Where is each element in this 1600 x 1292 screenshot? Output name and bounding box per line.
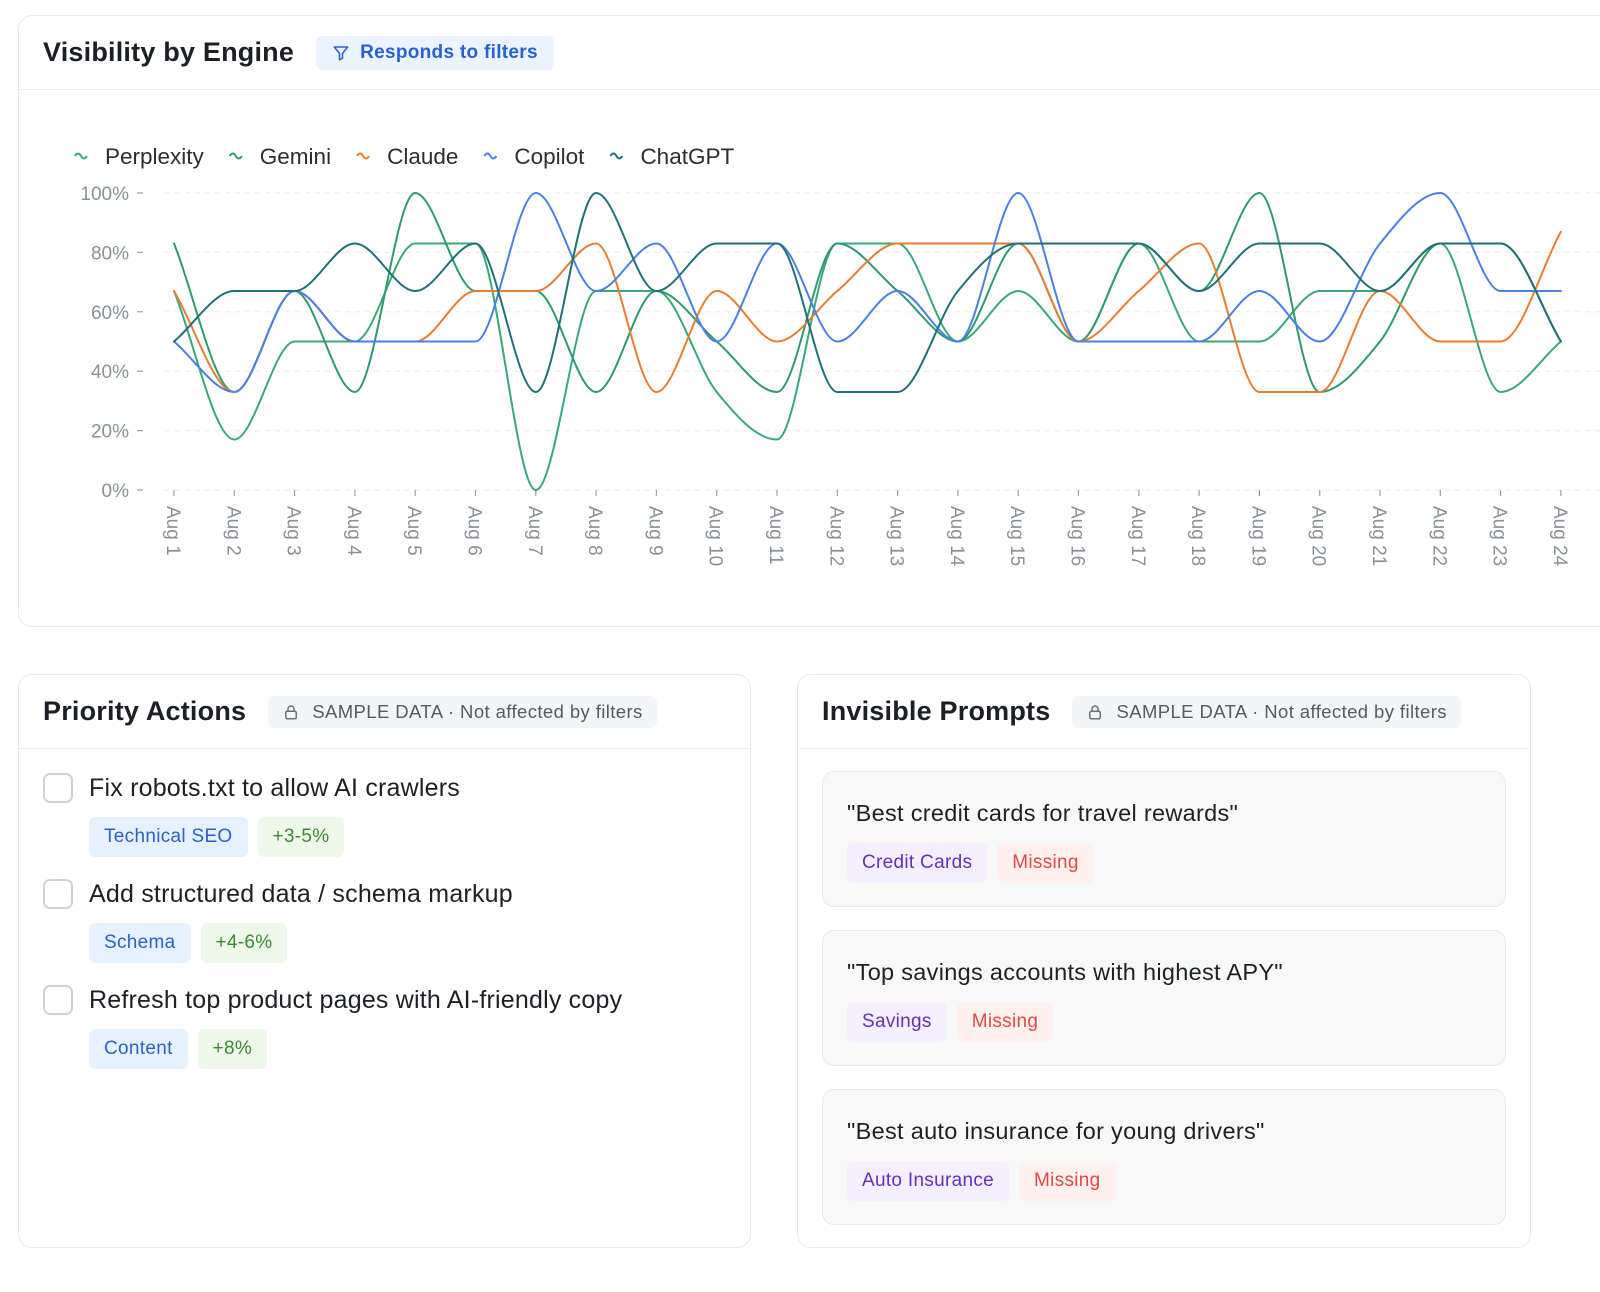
chart-card-header: Visibility by Engine Responds to filters: [19, 16, 1600, 90]
prompt-item[interactable]: "Best auto insurance for young drivers" …: [822, 1089, 1506, 1225]
series-line-gemini: [173, 191, 1562, 393]
prompt-text: "Best auto insurance for young drivers": [847, 1118, 1265, 1144]
x-tick-label: Aug 13: [886, 506, 907, 566]
legend-label: Gemini: [260, 144, 331, 169]
prompt-text: "Top savings accounts with highest APY": [847, 959, 1283, 985]
x-tick-label: Aug 18: [1187, 506, 1208, 566]
sample-badge-label: SAMPLE DATA · Not affected by filters: [1116, 700, 1447, 722]
x-tick-label: Aug 11: [765, 506, 786, 565]
series-line-chatgpt: [173, 191, 1562, 393]
x-tick-label: Aug 8: [584, 506, 605, 556]
legend-swatch-icon: [228, 152, 243, 160]
invisible-prompts-list: "Best credit cards for travel rewards" C…: [798, 749, 1530, 1225]
sample-badge-label: SAMPLE DATA · Not affected by filters: [312, 700, 643, 722]
sample-data-badge: SAMPLE DATA · Not affected by filters: [1072, 695, 1461, 728]
action-item: Add structured data / schema markup Sche…: [43, 879, 726, 963]
legend-label: Claude: [387, 144, 458, 169]
y-tick-label: 80%: [91, 243, 129, 264]
y-tick-label: 40%: [91, 362, 129, 383]
action-category-tag: Schema: [89, 923, 191, 963]
prompts-card-title: Invisible Prompts: [822, 696, 1051, 726]
lock-icon: [285, 704, 298, 719]
prompt-text: "Best credit cards for travel rewards": [847, 800, 1239, 826]
x-tick-label: Aug 22: [1428, 506, 1449, 566]
y-tick-label: 0%: [102, 481, 130, 502]
action-text: Fix robots.txt to allow AI crawlers: [89, 773, 461, 802]
visibility-chart-card: Visibility by Engine Responds to filters…: [18, 15, 1600, 627]
x-tick-label: Aug 5: [403, 506, 424, 556]
x-tick-label: Aug 2: [222, 506, 243, 556]
action-category-tag: Content: [89, 1029, 188, 1069]
legend-label: Perplexity: [105, 144, 205, 169]
action-impact-tag: +4-6%: [200, 923, 288, 963]
prompt-status-tag: Missing: [956, 1002, 1054, 1042]
y-tick-label: 60%: [91, 303, 129, 324]
x-tick-label: Aug 24: [1549, 506, 1570, 567]
x-tick-label: Aug 3: [283, 506, 304, 556]
prompts-card-header: Invisible Prompts SAMPLE DATA · Not affe…: [798, 675, 1530, 749]
x-tick-label: Aug 4: [343, 506, 364, 556]
action-checkbox[interactable]: [43, 773, 73, 803]
action-impact-tag: +8%: [197, 1029, 268, 1069]
x-tick-label: Aug 20: [1308, 506, 1329, 566]
priority-actions-card: Priority Actions SAMPLE DATA · Not affec…: [18, 674, 751, 1248]
x-tick-label: Aug 7: [524, 506, 545, 556]
legend-swatch-icon: [356, 152, 370, 160]
x-tick-label: Aug 9: [644, 506, 665, 556]
action-checkbox[interactable]: [43, 879, 73, 909]
action-text: Refresh top product pages with AI-friend…: [89, 985, 623, 1014]
x-tick-label: Aug 19: [1247, 506, 1268, 566]
prompt-status-tag: Missing: [997, 843, 1094, 883]
responds-to-filters-badge: Responds to filters: [316, 35, 554, 70]
y-tick-label: 20%: [91, 422, 129, 443]
sample-data-badge: SAMPLE DATA · Not affected by filters: [268, 695, 657, 728]
action-checkbox[interactable]: [43, 985, 73, 1015]
visibility-line-chart: 0% 20% 40% 60% 80% 100% Aug 1 Aug 2 Aug 3 Aug 4 Au…: [74, 144, 1600, 567]
action-text: Add structured data / schema markup: [89, 879, 513, 908]
x-tick-label: Aug 10: [705, 506, 726, 566]
series-line-copilot: [173, 191, 1562, 393]
x-tick-label: Aug 17: [1127, 506, 1148, 566]
x-tick-label: Aug 14: [946, 506, 967, 567]
x-tick-label: Aug 21: [1368, 506, 1389, 566]
prompt-category-tag: Savings: [847, 1002, 947, 1042]
chart-card-title: Visibility by Engine: [43, 37, 295, 67]
prompt-status-tag: Missing: [1019, 1161, 1116, 1201]
prompt-item[interactable]: "Best credit cards for travel rewards" C…: [822, 771, 1506, 907]
actions-card-title: Priority Actions: [43, 696, 247, 726]
prompt-category-tag: Credit Cards: [847, 843, 988, 883]
legend-swatch-icon: [74, 152, 88, 160]
action-category-tag: Technical SEO: [89, 817, 248, 857]
filter-badge-label: Responds to filters: [360, 41, 538, 63]
x-tick-label: Aug 16: [1067, 506, 1088, 566]
y-tick-label: 100%: [80, 184, 129, 205]
action-item: Fix robots.txt to allow AI crawlers Tech…: [43, 773, 726, 857]
lock-icon: [1089, 704, 1102, 719]
x-tick-label: Aug 6: [464, 506, 485, 556]
legend-label: ChatGPT: [640, 144, 734, 169]
series-line-perplexity: [173, 242, 1562, 492]
priority-actions-list: Fix robots.txt to allow AI crawlers Tech…: [19, 749, 750, 1069]
x-tick-label: Aug 12: [825, 506, 846, 566]
x-tick-label: Aug 23: [1489, 506, 1510, 566]
invisible-prompts-card: Invisible Prompts SAMPLE DATA · Not affe…: [797, 674, 1531, 1248]
action-impact-tag: +3-5%: [257, 817, 345, 857]
legend-swatch-icon: [483, 152, 498, 160]
filter-icon: [333, 45, 349, 60]
legend-label: Copilot: [514, 144, 585, 169]
action-item: Refresh top product pages with AI-friend…: [43, 985, 726, 1069]
x-tick-label: Aug 1: [162, 506, 183, 556]
prompt-category-tag: Auto Insurance: [847, 1161, 1010, 1201]
legend-swatch-icon: [609, 152, 624, 160]
prompt-item[interactable]: "Top savings accounts with highest APY" …: [822, 930, 1506, 1066]
actions-card-header: Priority Actions SAMPLE DATA · Not affec…: [19, 675, 750, 749]
x-tick-label: Aug 15: [1006, 506, 1027, 566]
